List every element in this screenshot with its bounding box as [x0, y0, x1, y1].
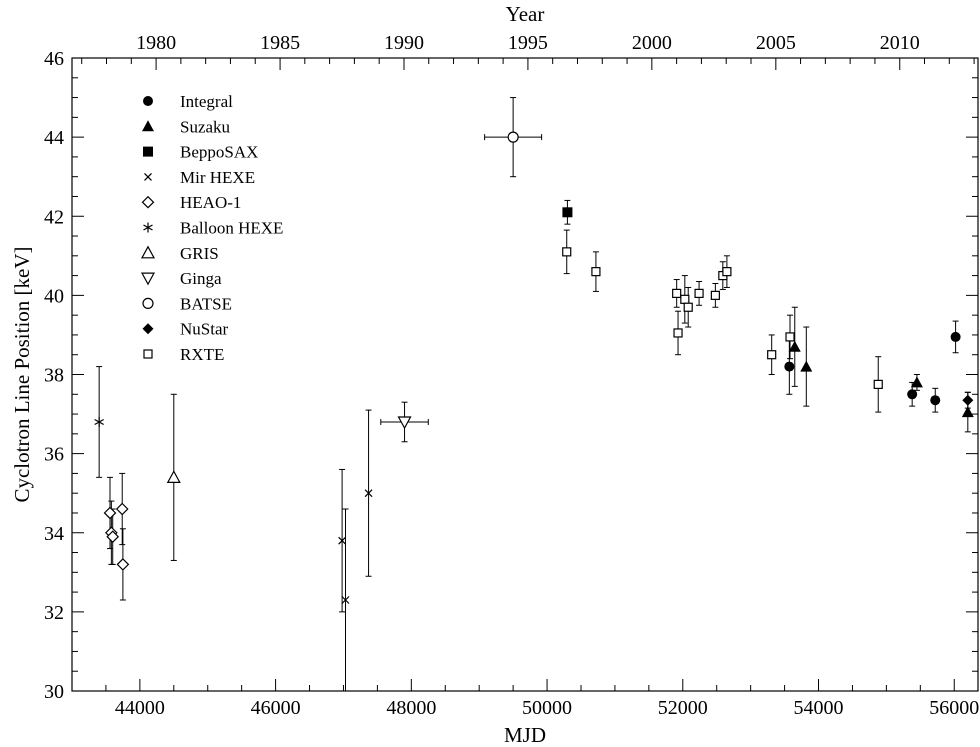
x-marker-stroke: [341, 596, 350, 604]
legend-marker-batse: [142, 297, 154, 309]
legend-marker-mir-hexe: [144, 172, 152, 181]
point-integral: [907, 389, 918, 400]
point-heao-1: [103, 506, 117, 520]
legend-marker-heao-1: [141, 195, 155, 209]
point-rxte: [873, 379, 883, 389]
x-marker-stroke: [144, 172, 152, 181]
legend: Integral Suzaku BeppoSAX Mir HEXE HEAO-1 Ball…: [140, 92, 283, 364]
point-rxte: [683, 302, 693, 312]
top-tick-label: 1985: [260, 32, 300, 54]
ticks-layer: 44000 46000 48000 50000 52000 54000 56000 1980 1…: [44, 32, 979, 719]
x-tick-label: 52000: [658, 697, 708, 719]
point-mir-hexe: [338, 536, 347, 545]
legend-marker-suzaku: [142, 120, 154, 132]
point-rxte: [591, 267, 601, 277]
point-ginga: [397, 416, 412, 430]
markers-layer: [94, 131, 974, 604]
legend-label-bepposax: BeppoSAX: [180, 143, 258, 162]
y-tick-label: 46: [44, 48, 64, 70]
y-tick-label: 42: [44, 206, 64, 228]
point-bepposax: [562, 207, 573, 218]
legend-label-gris: GRIS: [180, 244, 219, 263]
legend-label-integral: Integral: [180, 92, 233, 111]
legend-label-balloon-hexe: Balloon HEXE: [180, 219, 283, 238]
legend-label-mir-hexe: Mir HEXE: [180, 168, 255, 187]
point-rxte: [722, 267, 732, 277]
point-batse: [507, 131, 519, 143]
point-rxte: [672, 288, 682, 298]
point-rxte: [673, 328, 683, 338]
point-rxte: [562, 247, 572, 257]
y-tick-label: 34: [44, 523, 64, 545]
top-tick-label: 1990: [384, 32, 424, 54]
top-tick-label: 2000: [632, 32, 672, 54]
top-axis-label: Year: [506, 2, 545, 26]
point-rxte: [710, 290, 720, 300]
legend-marker-nustar: [142, 323, 154, 335]
point-heao-1: [116, 558, 130, 571]
x-tick-label: 48000: [386, 697, 436, 719]
point-integral: [950, 331, 961, 342]
point-heao-1: [106, 530, 120, 544]
point-integral: [930, 395, 941, 406]
point-rxte: [680, 294, 690, 304]
x-marker-stroke: [338, 536, 347, 545]
legend-marker-bepposax: [143, 146, 153, 157]
asterisk-stroke: [143, 224, 153, 231]
y-tick-label: 30: [44, 681, 64, 703]
point-rxte: [785, 332, 795, 342]
top-tick-label: 2010: [880, 32, 920, 54]
point-nustar: [962, 394, 974, 406]
point-mir-hexe: [364, 489, 373, 498]
legend-marker-ginga: [140, 272, 156, 286]
y-tick-label: 44: [44, 127, 64, 149]
point-integral: [784, 361, 795, 372]
y-tick-label: 40: [44, 285, 64, 307]
legend-marker-rxte: [143, 349, 153, 359]
x-tick-label: 50000: [522, 697, 572, 719]
top-tick-label: 2005: [756, 32, 796, 54]
x-tick-label: 54000: [794, 697, 844, 719]
point-gris: [166, 470, 181, 483]
legend-label-batse: BATSE: [180, 294, 232, 313]
y-axis-label: Cyclotron Line Position [keV]: [10, 246, 34, 502]
y-tick-label: 32: [44, 602, 64, 624]
legend-label-ginga: Ginga: [180, 269, 222, 288]
point-mir-hexe: [341, 596, 350, 604]
point-rxte: [767, 350, 777, 360]
point-suzaku: [910, 376, 923, 388]
point-heao-1: [115, 502, 129, 516]
legend-marker-balloon-hexe: [143, 222, 153, 233]
point-suzaku: [961, 406, 974, 418]
y-tick-label: 36: [44, 444, 64, 466]
legend-marker-integral: [143, 96, 153, 106]
legend-label-rxte: RXTE: [180, 345, 224, 364]
x-axis-label: MJD: [504, 723, 546, 747]
legend-label-suzaku: Suzaku: [180, 117, 231, 136]
asterisk-stroke: [94, 418, 104, 425]
point-balloon-hexe: [94, 416, 104, 427]
legend-label-heao-1: HEAO-1: [180, 193, 241, 212]
point-suzaku: [788, 340, 801, 352]
x-tick-label: 46000: [251, 697, 301, 719]
x-tick-label: 56000: [929, 697, 979, 719]
point-suzaku: [800, 360, 813, 372]
legend-marker-gris: [140, 245, 156, 259]
y-tick-label: 38: [44, 365, 64, 387]
x-tick-label: 44000: [115, 697, 165, 719]
top-tick-label: 1995: [508, 32, 548, 54]
x-marker-stroke: [364, 489, 373, 498]
point-rxte: [694, 288, 704, 298]
legend-label-nustar: NuStar: [180, 320, 229, 339]
top-tick-label: 1980: [136, 32, 176, 54]
